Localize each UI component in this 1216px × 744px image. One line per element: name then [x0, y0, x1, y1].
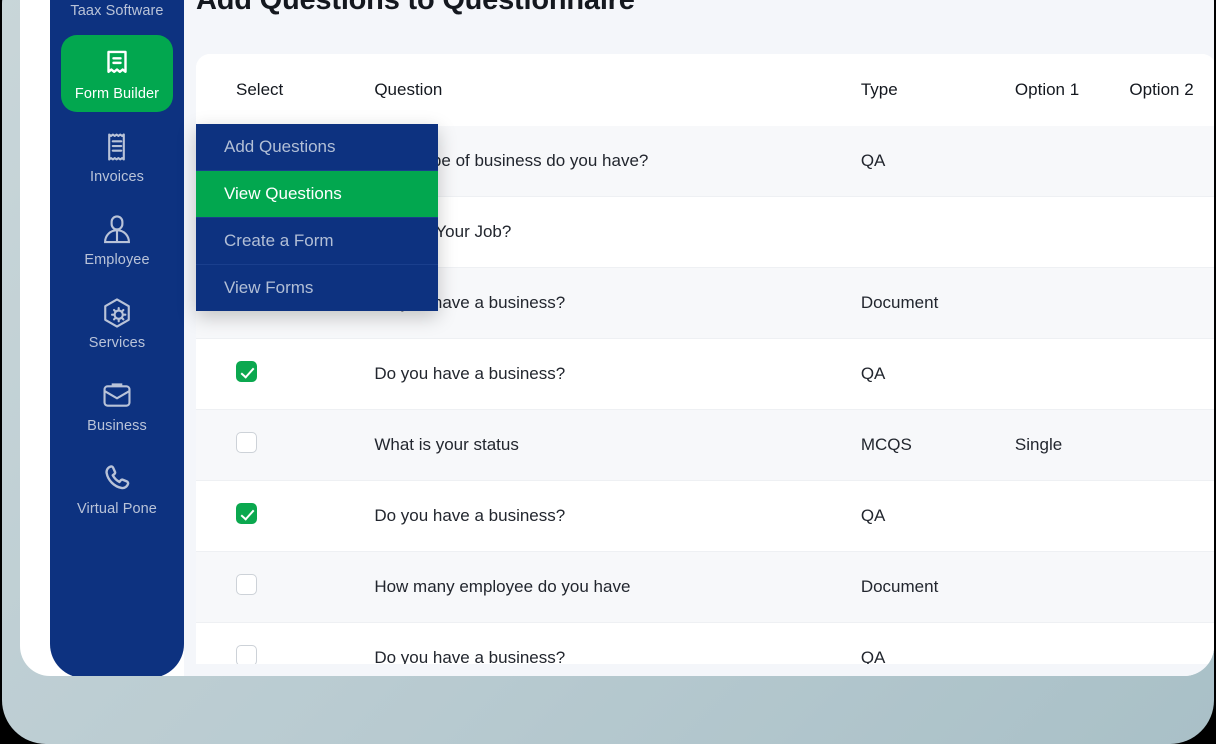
sidebar-item-label: Taax Software [70, 3, 164, 19]
column-header-option2: Option 2 [1129, 54, 1214, 126]
hexagon-gear-icon [63, 296, 171, 330]
form-document-icon [63, 47, 171, 81]
row-option2-cell [1129, 267, 1214, 339]
row-type-cell: QA [860, 126, 1015, 197]
column-header-select: Select [196, 54, 375, 126]
table-row: Do you have a business? QA [196, 480, 1214, 552]
table-row: How many employee do you have Document [196, 551, 1214, 623]
app-surface: Add Questions to Questionnaire Select Qu… [20, 0, 1214, 676]
questions-table: Select Question Type Option 1 Option 2 O… [196, 54, 1214, 664]
row-select-cell [196, 551, 375, 623]
sidebar-item-label: Virtual Pone [77, 501, 157, 517]
row-type-cell [860, 196, 1015, 268]
row-type-cell: MCQS [860, 409, 1015, 481]
row-option2-cell [1129, 409, 1214, 481]
sidebar-item-invoices[interactable]: Invoices [61, 118, 173, 195]
row-option1-cell [1014, 338, 1130, 410]
row-option1-cell [1014, 196, 1130, 268]
table-head: Select Question Type Option 1 Option 2 O… [196, 54, 1214, 126]
sidebar-item-taax-software[interactable]: Taax Software [61, 0, 173, 29]
sidebar-item-label: Form Builder [74, 86, 160, 102]
table-row: What is your statusMCQSSingleMa [196, 409, 1214, 481]
row-select-cell [196, 480, 375, 552]
sidebar-item-label: Invoices [90, 169, 144, 185]
column-header-question: Question [374, 54, 861, 126]
sidebar-nav-list: Taax Software Form Builder Invoices Employe… [50, 0, 184, 527]
sidebar-item-label: Business [87, 418, 147, 434]
employee-person-icon [63, 213, 171, 247]
row-question-cell: What is Your Job? [374, 196, 861, 268]
row-select-checkbox[interactable] [236, 574, 257, 595]
row-question-cell: Do you have a business? [374, 267, 861, 339]
questions-table-card: Select Question Type Option 1 Option 2 O… [196, 54, 1214, 664]
dropdown-item-view-questions[interactable]: View Questions [196, 171, 438, 218]
row-select-checkbox[interactable] [236, 503, 257, 524]
row-question-cell: Do you have a business? [374, 480, 861, 552]
main-content: Add Questions to Questionnaire Select Qu… [184, 0, 1214, 676]
table-row: Do you have a business? QA [196, 338, 1214, 410]
row-question-cell: How many employee do you have [374, 551, 861, 623]
row-select-checkbox[interactable] [236, 432, 257, 453]
row-question-cell: What is your status [374, 409, 861, 481]
briefcase-icon [63, 379, 171, 413]
row-select-cell [196, 409, 375, 481]
sidebar-item-label: Employee [84, 252, 150, 268]
row-option1-cell [1014, 551, 1130, 623]
page-title: Add Questions to Questionnaire [196, 0, 635, 16]
row-question-cell: Do you have a business? [374, 338, 861, 410]
table-row: Do you have a business? QA [196, 622, 1214, 664]
sidebar-item-virtual-pone[interactable]: Virtual Pone [61, 450, 173, 527]
dropdown-item-add-questions[interactable]: Add Questions [196, 124, 438, 171]
row-option1-cell [1014, 622, 1130, 664]
row-type-cell: Document [860, 267, 1015, 339]
row-select-checkbox[interactable] [236, 645, 257, 664]
row-type-cell: Document [860, 551, 1015, 623]
row-option1-cell [1014, 267, 1130, 339]
row-option2-cell [1129, 126, 1214, 197]
column-header-type: Type [860, 54, 1015, 126]
row-option2-cell [1129, 480, 1214, 552]
row-type-cell: QA [860, 480, 1015, 552]
row-select-cell [196, 622, 375, 664]
row-option2-cell [1129, 551, 1214, 623]
row-option1-cell [1014, 126, 1130, 197]
row-option2-cell [1129, 338, 1214, 410]
sidebar-item-employee[interactable]: Employee [61, 201, 173, 278]
table-body: What type of business do you have? QA What… [196, 126, 1214, 664]
dropdown-item-view-forms[interactable]: View Forms [224, 278, 314, 297]
column-header-option1: Option 1 [1014, 54, 1130, 126]
row-option2-cell [1129, 622, 1214, 664]
phone-handset-icon [63, 462, 171, 496]
dropdown-item-create-a-form[interactable]: Create a Form [196, 218, 438, 265]
receipt-icon [63, 130, 171, 164]
row-option2-cell [1129, 196, 1214, 268]
table-header-row: Select Question Type Option 1 Option 2 O… [196, 54, 1214, 126]
sidebar-item-services[interactable]: Services [61, 284, 173, 361]
row-question-cell: Do you have a business? [374, 622, 861, 664]
row-question-cell: What type of business do you have? [374, 126, 861, 197]
row-type-cell: QA [860, 338, 1015, 410]
sidebar-item-business[interactable]: Business [61, 367, 173, 444]
row-type-cell: QA [860, 622, 1015, 664]
row-select-cell [196, 338, 375, 410]
row-select-checkbox[interactable] [236, 361, 257, 382]
row-option1-cell [1014, 480, 1130, 552]
sidebar-item-label: Services [88, 335, 146, 351]
row-option1-cell: Single [1014, 409, 1130, 481]
form-builder-dropdown-menu[interactable]: Add Questions View Questions Create a Form… [196, 124, 438, 311]
sidebar-item-form-builder[interactable]: Form Builder [61, 35, 173, 112]
